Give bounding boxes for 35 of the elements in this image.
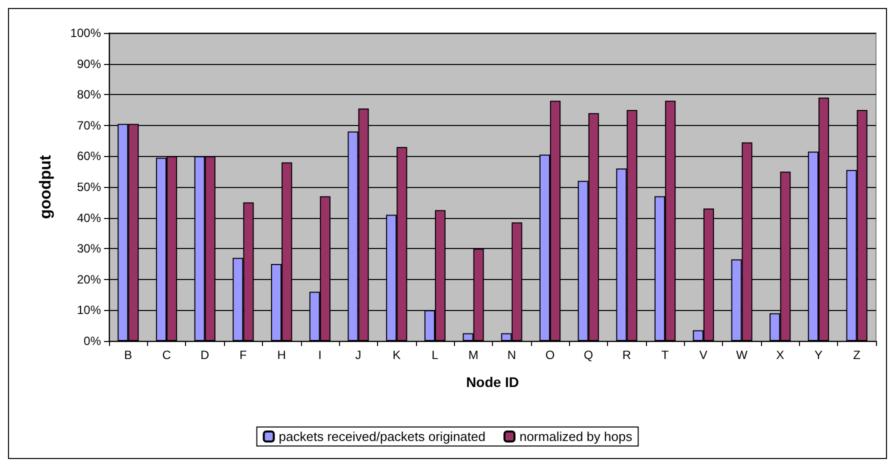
legend-label: normalized by hops [519, 429, 633, 444]
x-tick-label: J [355, 348, 362, 362]
x-tick-label: V [699, 348, 708, 362]
x-tick-label: B [124, 348, 132, 362]
y-tick-label: 100% [70, 26, 102, 40]
x-tick-label: N [507, 348, 516, 362]
legend-label: packets received/packets originated [278, 429, 486, 444]
x-tick-label: M [468, 348, 478, 362]
x-tick-label: H [277, 348, 286, 362]
x-tick-label: W [736, 348, 748, 362]
x-tick-label: I [318, 348, 322, 362]
y-tick-label: 10% [76, 303, 102, 318]
y-tick-label: 70% [76, 118, 102, 132]
y-tick-label: 50% [76, 180, 102, 194]
x-tick-label: K [392, 348, 401, 362]
x-tick-label: O [545, 348, 555, 362]
y-axis-title: goodput [38, 154, 54, 219]
x-tick-label: Z [853, 348, 860, 362]
x-tick-label: F [240, 348, 247, 362]
x-tick-label: T [661, 348, 670, 362]
x-tick-label: Q [584, 348, 594, 362]
y-tick-label: 40% [76, 210, 102, 225]
y-tick-label: 90% [76, 56, 102, 71]
y-tick-label: 20% [76, 272, 102, 286]
y-tick-label: 60% [76, 149, 102, 164]
y-tick-label: 0% [84, 334, 102, 348]
y-tick-label: 30% [76, 242, 102, 256]
x-tick-label: Y [814, 348, 822, 362]
x-tick-label: D [200, 348, 210, 362]
x-tick-label: X [776, 348, 784, 362]
y-tick-label: 80% [76, 88, 102, 102]
x-axis-title: Node ID [466, 374, 519, 390]
x-tick-label: R [622, 348, 632, 362]
x-tick-label: L [432, 348, 439, 362]
x-tick-label: C [162, 348, 172, 362]
